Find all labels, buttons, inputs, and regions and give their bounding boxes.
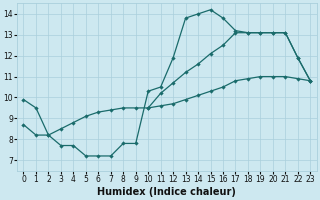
X-axis label: Humidex (Indice chaleur): Humidex (Indice chaleur) bbox=[98, 187, 236, 197]
